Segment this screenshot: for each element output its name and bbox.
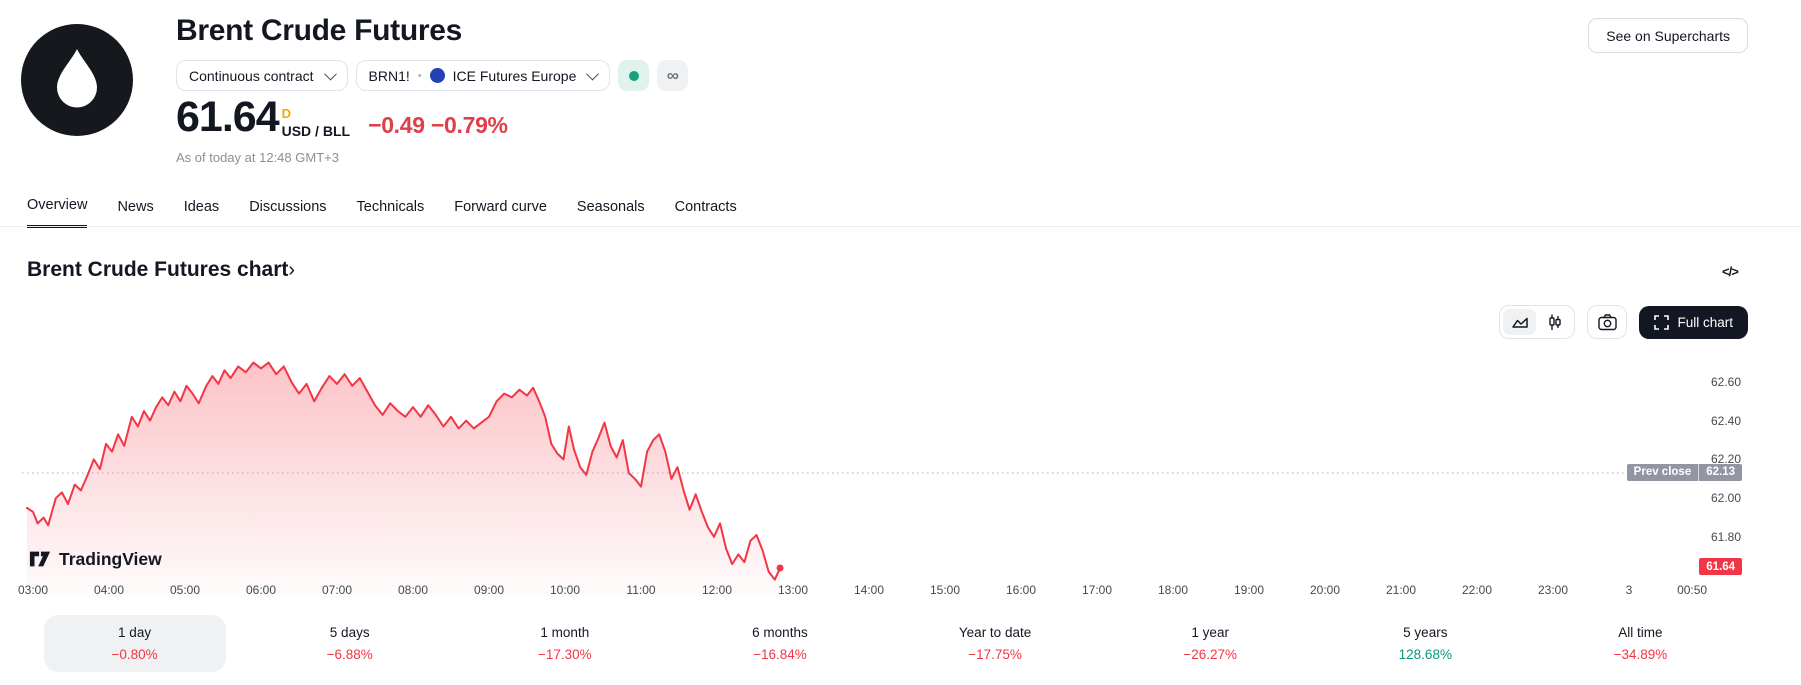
tab-bar: Overview News Ideas Discussions Technica…	[27, 197, 737, 228]
time-axis-label: 19:00	[1233, 583, 1265, 597]
chevron-down-icon	[323, 67, 337, 81]
time-axis-label: 07:00	[321, 583, 353, 597]
tab-discussions[interactable]: Discussions	[249, 197, 326, 228]
time-axis-label: 04:00	[93, 583, 125, 597]
time-axis-label: 13:00	[777, 583, 809, 597]
area-chart-plot[interactable]	[0, 345, 1660, 597]
last-price: 61.64	[176, 93, 280, 141]
time-axis-label: 09:00	[473, 583, 505, 597]
symbol-exchange-dropdown[interactable]: BRN1! • ICE Futures Europe	[355, 60, 611, 91]
see-on-supercharts-button[interactable]: See on Supercharts	[1588, 18, 1748, 53]
time-axis-label: 03:00	[17, 583, 49, 597]
period-5-years[interactable]: 5 years 128.68%	[1334, 615, 1516, 672]
tab-seasonals[interactable]: Seasonals	[577, 197, 645, 228]
symbol-logo-oil-drop-icon	[21, 24, 133, 136]
contract-type-dropdown[interactable]: Continuous contract	[176, 60, 348, 91]
performance-period-row: 1 day −0.80% 5 days −6.88% 1 month −17.30% …	[27, 612, 1748, 674]
period-5-days[interactable]: 5 days −6.88%	[259, 615, 441, 672]
market-status-indicator[interactable]	[618, 60, 650, 91]
chart-type-segmented-control	[1499, 305, 1576, 339]
time-axis-label: 22:00	[1461, 583, 1493, 597]
price-block: 61.64 D USD / BLL −0.49 −0.79%	[176, 96, 508, 139]
price-axis-label: 62.20	[1710, 452, 1742, 467]
chart-toolbar: Full chart	[1499, 305, 1748, 339]
time-axis-label: 11:00	[626, 583, 656, 597]
price-axis-label: 62.40	[1710, 413, 1742, 428]
infinity-icon: ∞	[666, 66, 679, 85]
tradingview-watermark: TradingView	[29, 548, 162, 570]
tradingview-logo-icon	[29, 551, 51, 567]
price-axis-label: 62.00	[1710, 491, 1742, 506]
tab-overview[interactable]: Overview	[27, 197, 88, 228]
period-1-day[interactable]: 1 day −0.80%	[43, 614, 226, 672]
tab-ideas[interactable]: Ideas	[184, 197, 219, 228]
tab-news[interactable]: News	[117, 197, 153, 228]
last-price-tag: 61.64	[1699, 558, 1742, 576]
area-chart-type-button[interactable]	[1503, 309, 1537, 335]
as-of-timestamp: As of today at 12:48 GMT+3	[176, 150, 339, 165]
price-unit: USD / BLL	[281, 123, 351, 139]
prev-close-tag: Prev close 62.13	[1626, 463, 1742, 481]
period-1-year[interactable]: 1 year −26.27%	[1119, 615, 1301, 672]
embed-code-icon[interactable]: </>	[1722, 264, 1739, 279]
page-title: Brent Crude Futures	[176, 14, 462, 47]
change-percent: −0.79%	[430, 112, 508, 138]
time-axis-label: 14:00	[853, 583, 885, 597]
time-axis-label: 10:00	[549, 583, 581, 597]
chevron-down-icon	[586, 67, 600, 81]
tab-forward-curve[interactable]: Forward curve	[454, 197, 547, 228]
exchange-logo-icon	[429, 68, 445, 83]
price-axis-label: 61.80	[1710, 529, 1742, 544]
price-chart[interactable]: 62.60 62.40 62.20 62.00 61.80 03:00 04:00 05:0…	[0, 345, 1801, 607]
period-all-time[interactable]: All time −34.89%	[1549, 615, 1731, 672]
period-1-month[interactable]: 1 month −17.30%	[474, 615, 656, 672]
candles-chart-type-button[interactable]	[1538, 309, 1571, 335]
tab-contracts[interactable]: Contracts	[675, 197, 737, 228]
time-axis-label: 05:00	[169, 583, 201, 597]
chart-section-title[interactable]: Brent Crude Futures chart›	[27, 258, 296, 281]
time-axis-label: 3	[1625, 583, 1633, 597]
symbol-meta-row: Continuous contract BRN1! • ICE Futures …	[176, 60, 689, 91]
continuous-data-indicator[interactable]: ∞	[657, 60, 689, 91]
chevron-right-icon: ›	[288, 259, 296, 281]
time-axis-label: 21:00	[1385, 583, 1417, 597]
time-axis-label: 00:50	[1677, 583, 1708, 597]
tab-bar-divider	[0, 226, 1801, 227]
time-axis-label: 06:00	[245, 583, 277, 597]
period-6-months[interactable]: 6 months −16.84%	[689, 615, 871, 672]
time-axis-label: 08:00	[397, 583, 429, 597]
time-axis-label: 12:00	[701, 583, 733, 597]
snapshot-camera-button[interactable]	[1587, 305, 1628, 339]
time-axis-label: 16:00	[1005, 583, 1037, 597]
full-chart-button[interactable]: Full chart	[1639, 305, 1748, 339]
change-absolute: −0.49	[368, 112, 425, 138]
fullscreen-icon	[1654, 314, 1670, 330]
period-year-to-date[interactable]: Year to date −17.75%	[904, 615, 1086, 672]
time-axis-label: 17:00	[1081, 583, 1113, 597]
time-axis-label: 20:00	[1309, 583, 1341, 597]
time-axis-label: 18:00	[1157, 583, 1189, 597]
price-axis-label: 62.60	[1710, 374, 1742, 389]
market-open-dot-icon	[628, 70, 639, 81]
price-change: −0.49 −0.79%	[368, 114, 508, 137]
time-axis-label: 23:00	[1537, 583, 1569, 597]
delayed-data-flag[interactable]: D	[281, 106, 291, 121]
tab-technicals[interactable]: Technicals	[357, 197, 425, 228]
time-axis-label: 15:00	[929, 583, 961, 597]
